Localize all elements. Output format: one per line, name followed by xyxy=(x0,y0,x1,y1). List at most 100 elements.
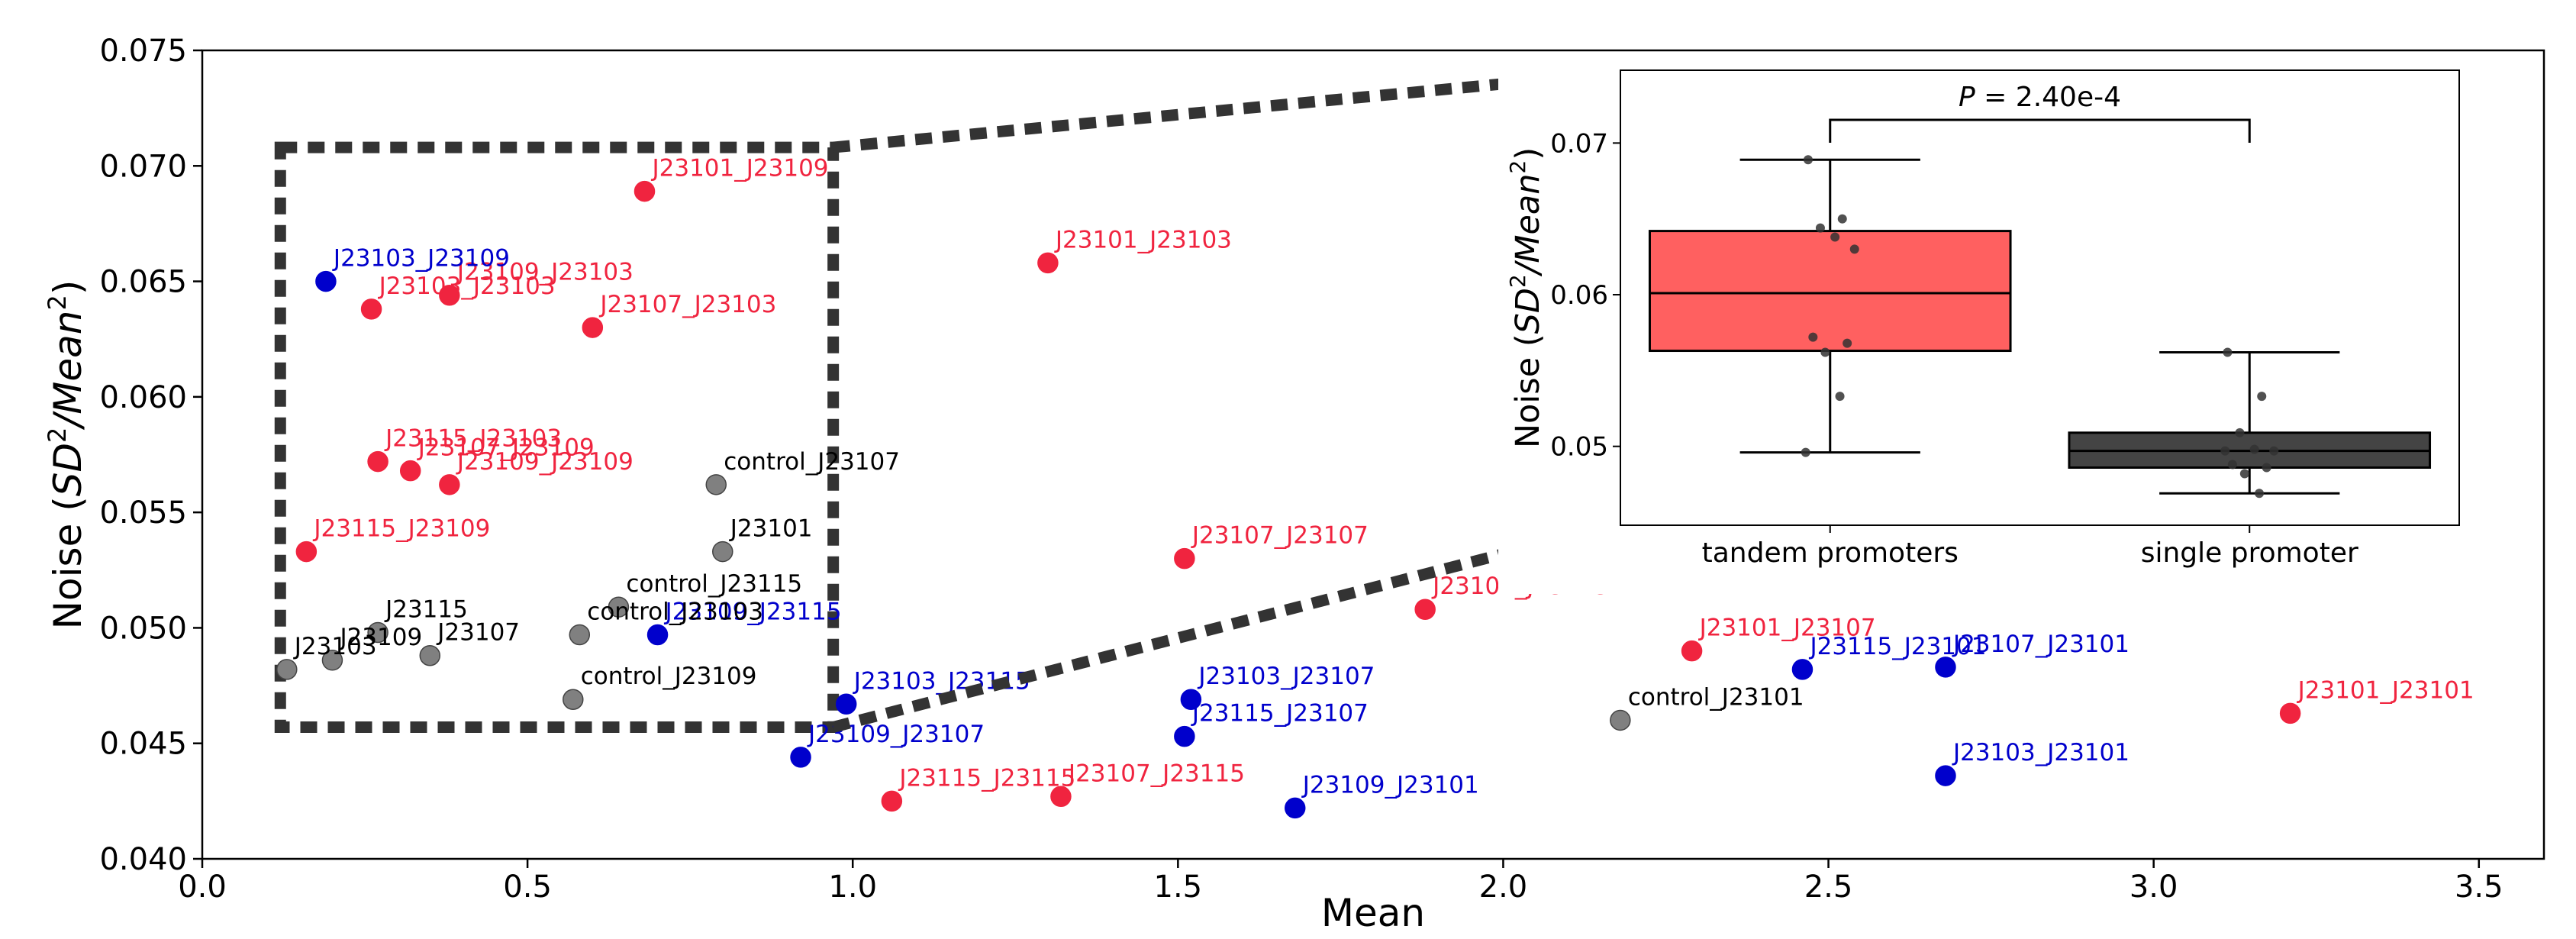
inset-category-label: single promoter xyxy=(2141,537,2358,569)
zoom-connector-bottom xyxy=(831,519,1616,733)
data-point xyxy=(1180,689,1202,710)
x-axis-label: Mean xyxy=(1321,891,1425,935)
box-point xyxy=(1820,347,1830,357)
data-point xyxy=(439,474,460,495)
data-point xyxy=(1174,547,1195,570)
data-point xyxy=(1284,797,1306,819)
point-label: J23115_J23107 xyxy=(1191,700,1369,728)
point-label: J23115_J23103 xyxy=(384,425,562,453)
y-tick-label: 0.045 xyxy=(99,727,187,762)
point-label: J23107_J23103 xyxy=(598,291,776,318)
y-tick-label: 0.075 xyxy=(99,34,187,69)
box-point xyxy=(1801,447,1810,457)
point-label: J23103 xyxy=(293,633,377,660)
point-label: J23109_J23103 xyxy=(456,259,634,286)
data-point xyxy=(569,624,591,646)
data-point xyxy=(835,693,857,715)
y-axis-label-part: Noise ( xyxy=(46,496,90,629)
box-point xyxy=(1803,155,1813,165)
box-point xyxy=(2257,392,2267,402)
box-point xyxy=(1837,214,1847,224)
y-axis-label-superscript: 2 xyxy=(43,295,72,310)
y-axis-label-superscript: 2 xyxy=(43,428,72,443)
point-label: J23109_J23109 xyxy=(456,448,634,476)
point-label: J23109 xyxy=(338,624,422,651)
point-label: J23101_J23107 xyxy=(1698,615,1876,642)
inset-y-axis-label-superscript: 2 xyxy=(1505,160,1530,174)
point-label: control_J23101 xyxy=(1628,683,1804,711)
point-label: J23109_J23115 xyxy=(664,599,842,626)
data-point xyxy=(315,270,337,292)
y-axis-label-part: ) xyxy=(46,280,90,295)
point-label: control_J23107 xyxy=(724,448,900,476)
point-label: J23101 xyxy=(729,515,813,543)
data-point xyxy=(582,317,604,338)
zoom-connector-top xyxy=(832,67,1615,153)
box-point xyxy=(1815,223,1825,233)
point-label: J23107_J23115 xyxy=(1067,760,1245,787)
y-tick-label: 0.055 xyxy=(99,495,187,531)
data-point xyxy=(1935,657,1956,678)
data-point xyxy=(705,474,727,495)
x-tick-label: 3.5 xyxy=(2455,870,2503,905)
zoom-box xyxy=(274,141,840,734)
inset-y-axis-label-part: SD xyxy=(1509,288,1547,334)
data-point xyxy=(1610,709,1631,731)
point-label: J23115_J23109 xyxy=(312,515,490,543)
inset-y-axis-label-part: / xyxy=(1509,260,1547,277)
x-tick-label: 2.0 xyxy=(1479,870,1528,905)
y-tick-label: 0.050 xyxy=(99,611,187,646)
main-plot-frame xyxy=(201,49,2545,860)
y-axis-label: Noise (SD2/Mean2) xyxy=(43,280,90,630)
y-tick-label: 0.070 xyxy=(99,149,187,184)
point-label: J23115_J23115 xyxy=(898,764,1075,792)
x-tick-label: 2.5 xyxy=(1804,870,1853,905)
data-point xyxy=(2279,702,2301,724)
inset-y-axis-label-part: Noise ( xyxy=(1509,334,1547,448)
p-value-annotation: P = 2.40e-4 xyxy=(1959,82,2121,113)
box-point xyxy=(2239,469,2249,479)
data-point xyxy=(1791,659,1814,680)
inset-y-tick-label: 0.07 xyxy=(1550,128,1608,159)
point-label: J23101_J23101 xyxy=(2297,676,2474,704)
y-tick-label: 0.040 xyxy=(99,842,187,877)
data-point xyxy=(1935,765,1956,786)
point-label: J23107 xyxy=(436,619,520,647)
point-label: J23101_J23109 xyxy=(651,155,829,182)
data-point xyxy=(1050,786,1072,808)
y-axis-label-part: SD xyxy=(46,443,90,496)
inset-y-tick-label: 0.06 xyxy=(1550,280,1608,311)
point-label: J23115 xyxy=(384,595,468,623)
inset-y-axis-label: Noise (SD2/Mean2) xyxy=(1505,147,1547,448)
point-label: J23101_J23103 xyxy=(1054,226,1232,253)
box-point xyxy=(1835,392,1845,402)
box-point xyxy=(2255,489,2265,499)
zoom-overlay xyxy=(831,67,1616,733)
data-point xyxy=(321,650,343,671)
data-point xyxy=(295,540,318,563)
data-point xyxy=(399,460,421,482)
point-label: J23103_J23109 xyxy=(332,245,510,273)
data-point xyxy=(276,659,298,680)
p-value-symbol: P xyxy=(1959,82,1975,113)
data-point xyxy=(646,624,669,646)
data-point xyxy=(360,298,382,320)
box-point xyxy=(2249,444,2259,454)
box xyxy=(1648,230,2012,353)
point-label: control_J23109 xyxy=(581,663,757,690)
data-point xyxy=(790,747,811,768)
point-label: J23103_J23101 xyxy=(1952,739,2129,766)
data-point xyxy=(367,621,388,644)
box-point xyxy=(1843,338,1852,348)
point-label: J23115_J23101 xyxy=(1808,633,1986,660)
y-tick-label: 0.060 xyxy=(99,380,187,415)
box-point xyxy=(2227,460,2237,470)
data-point xyxy=(712,540,733,563)
point-label: control_J23103 xyxy=(587,599,763,626)
main-scatter-plot: 0.0 0.5 1.0 1.5 2.0 2.5 3.0 3.5 0.040 0.045 0.050 0… xyxy=(43,34,2545,935)
p-value-text: = 2.40e-4 xyxy=(1975,82,2121,113)
inset-y-tick-label: 0.05 xyxy=(1550,432,1608,463)
